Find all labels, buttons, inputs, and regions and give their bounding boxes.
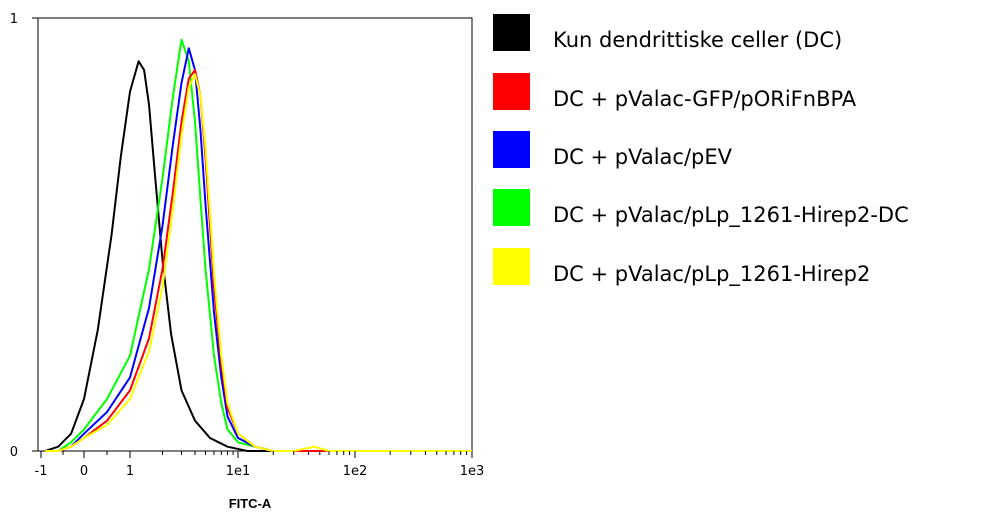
series-line-3 — [45, 38, 472, 452]
legend-label: DC + pValac/pLp_1261-Hirep2 — [553, 262, 871, 286]
series-layer — [44, 38, 472, 452]
legend-item: DC + pValac/pEV — [493, 131, 993, 171]
x-axis-title: FITC-A — [229, 496, 272, 511]
y-tick-label: 1 — [10, 12, 18, 27]
x-tick-label: 1 — [126, 464, 134, 479]
legend-label: DC + pValac-GFP/pORiFnBPA — [553, 87, 857, 111]
legend-label: DC + pValac/pEV — [553, 145, 733, 169]
x-tick-label: 0 — [80, 464, 88, 479]
legend-swatch — [493, 131, 530, 168]
x-tick-label: 1e1 — [226, 464, 251, 479]
legend-swatch — [493, 189, 530, 226]
legend-label: Kun dendrittiske celler (DC) — [553, 28, 843, 52]
legend-swatch — [493, 14, 530, 51]
legend-item: DC + pValac-GFP/pORiFnBPA — [493, 73, 993, 113]
legend-swatch — [493, 73, 530, 110]
x-tick-label: 1e2 — [343, 464, 368, 479]
legend-label: DC + pValac/pLp_1261-Hirep2-DC — [553, 203, 909, 227]
series-line-0 — [44, 60, 472, 452]
x-tick-label: -1 — [35, 464, 48, 479]
legend-item: DC + pValac/pLp_1261-Hirep2-DC — [493, 189, 993, 229]
legend-item: Kun dendrittiske celler (DC) — [493, 14, 993, 54]
x-axis: -1 0 1 1e1 1e2 1e3 — [35, 451, 485, 479]
y-axis: 01 — [10, 12, 38, 460]
legend-swatch — [493, 248, 530, 285]
y-tick-label: 0 — [10, 445, 18, 460]
x-tick-label: 1e3 — [460, 464, 485, 479]
plot-frame — [37, 17, 473, 452]
legend-item: DC + pValac/pLp_1261-Hirep2 — [493, 248, 993, 288]
series-line-2 — [45, 47, 472, 452]
